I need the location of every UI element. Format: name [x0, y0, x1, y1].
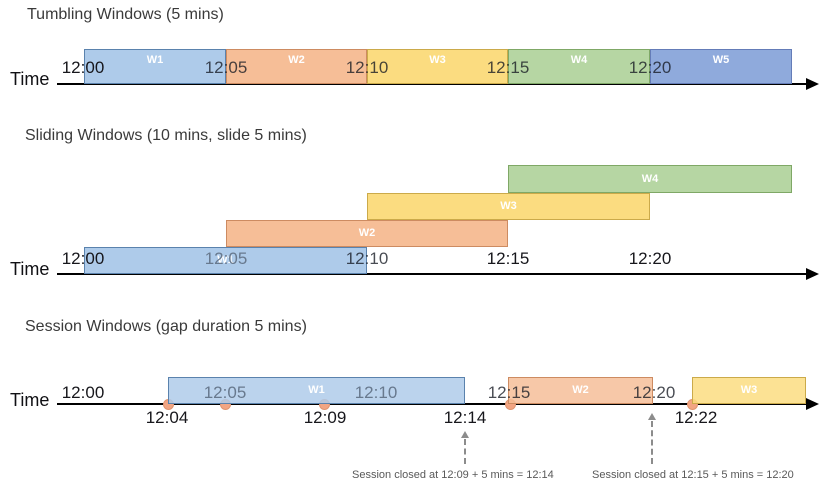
tumbling-window-label-w3: W3: [429, 54, 446, 66]
time-axis-label-tumbling: Time: [10, 69, 50, 89]
tumbling-window-box-w2: W2: [226, 49, 367, 84]
sliding-window-box-w4: W4: [508, 165, 792, 193]
tumbling-window-label-w5: W5: [712, 54, 730, 66]
sliding-axis-line: [57, 273, 807, 275]
sliding-tick-label: 12:20: [628, 249, 672, 268]
sliding-tick-label: 12:10: [345, 249, 389, 268]
tumbling-window-label-w2: W2: [288, 54, 305, 66]
tumbling-tick-label: 12:05: [204, 58, 248, 77]
tumbling-window-box-w3: W3: [367, 49, 508, 84]
session-window-box-w3: W3: [692, 377, 806, 404]
sliding-window-label-w3: W3: [500, 200, 517, 212]
session-window-label-w2: W2: [572, 384, 589, 396]
session-tick-label: 12:20: [632, 383, 676, 402]
tumbling-section-title: Tumbling Windows (5 mins): [27, 6, 224, 23]
tumbling-tick-label: 12:10: [345, 58, 389, 77]
sliding-tick-label: 12:05: [204, 249, 248, 268]
sliding-window-box-w1: W1: [84, 247, 367, 274]
session-axis-arrowhead: [806, 398, 819, 410]
sliding-axis-arrowhead: [806, 268, 819, 280]
tumbling-window-label-w4: W4: [570, 54, 588, 66]
dashed-arrow-line: [464, 439, 466, 464]
tumbling-tick-label: 12:00: [61, 58, 105, 77]
tumbling-axis-line: [57, 83, 807, 85]
tumbling-axis-arrowhead: [806, 78, 819, 90]
tumbling-window-box-w5: W5: [650, 49, 792, 84]
sliding-window-label-w1: W1: [217, 254, 234, 266]
session-event-time-label: 12:09: [303, 408, 347, 427]
sliding-window-box-w2: W2: [226, 220, 508, 247]
sliding-tick-label: 12:00: [61, 249, 105, 268]
tumbling-tick-label: 12:15: [486, 58, 530, 77]
session-tick-label: 12:15: [487, 383, 531, 402]
session-tick-label: 12:05: [203, 383, 247, 402]
sliding-section-title: Sliding Windows (10 mins, slide 5 mins): [25, 127, 307, 144]
session-window-label-w1: W1: [308, 384, 325, 396]
session-closed-annotation: Session closed at 12:09 + 5 mins = 12:14: [352, 469, 554, 481]
dashed-arrow-line: [651, 421, 653, 464]
tumbling-window-label-w1: W1: [146, 54, 164, 66]
tumbling-window-box-w1: W1: [84, 49, 226, 84]
session-tick-label: 12:00: [61, 383, 105, 402]
session-event-time-label: 12:22: [674, 408, 718, 427]
dashed-arrow-head: [648, 413, 656, 420]
session-window-box-w1: W1: [168, 377, 465, 404]
sliding-window-label-w4: W4: [641, 172, 659, 185]
sliding-window-box-w3: W3: [367, 193, 650, 220]
time-axis-label-session: Time: [10, 390, 50, 410]
sliding-tick-label: 12:15: [486, 249, 530, 268]
session-event-time-label: 12:04: [145, 408, 189, 427]
dashed-arrow-head: [461, 431, 469, 438]
time-axis-label-sliding: Time: [10, 259, 50, 279]
session-event-time-label: 12:14: [443, 408, 487, 427]
tumbling-window-box-w4: W4: [508, 49, 650, 84]
session-window-box-w2: W2: [508, 377, 653, 404]
session-section-title: Session Windows (gap duration 5 mins): [25, 318, 307, 335]
tumbling-tick-label: 12:20: [628, 58, 672, 77]
session-window-label-w3: W3: [740, 384, 758, 396]
session-closed-annotation: Session closed at 12:15 + 5 mins = 12:20: [592, 469, 794, 481]
session-axis-line: [57, 403, 807, 405]
sliding-window-label-w2: W2: [358, 227, 376, 239]
session-tick-label: 12:10: [354, 383, 398, 402]
